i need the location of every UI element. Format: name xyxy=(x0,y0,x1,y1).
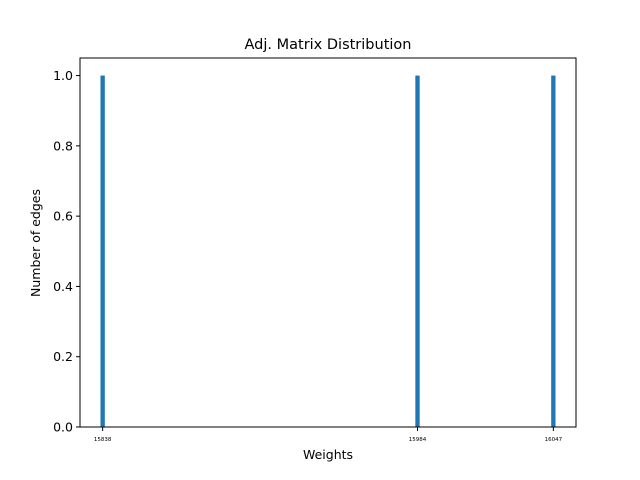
y-axis-ticks: 0.0 0.2 0.4 0.6 0.8 1.0 xyxy=(53,68,80,435)
chart-title: Adj. Matrix Distribution xyxy=(245,37,412,53)
bar xyxy=(100,75,105,428)
y-tick-label: 0.6 xyxy=(53,209,73,224)
x-axis-ticks: 15838 15984 16047 xyxy=(94,427,563,443)
y-tick-label: 0.2 xyxy=(53,349,73,364)
y-tick-label: 0.8 xyxy=(53,138,73,153)
y-tick-label: 0.4 xyxy=(53,279,73,294)
y-axis-label: Number of edges xyxy=(28,189,43,297)
axes-frame xyxy=(79,57,577,428)
x-axis-label: Weights xyxy=(303,447,353,462)
x-tick-label: 15838 xyxy=(94,437,112,443)
bars-group xyxy=(100,75,556,428)
y-tick-label: 0.0 xyxy=(53,420,73,435)
plot-frame xyxy=(79,57,577,428)
x-tick-label: 16047 xyxy=(545,437,563,443)
bar xyxy=(551,75,556,428)
bar xyxy=(415,75,420,428)
y-tick-label: 1.0 xyxy=(53,68,73,83)
x-tick-label: 15984 xyxy=(409,437,427,443)
